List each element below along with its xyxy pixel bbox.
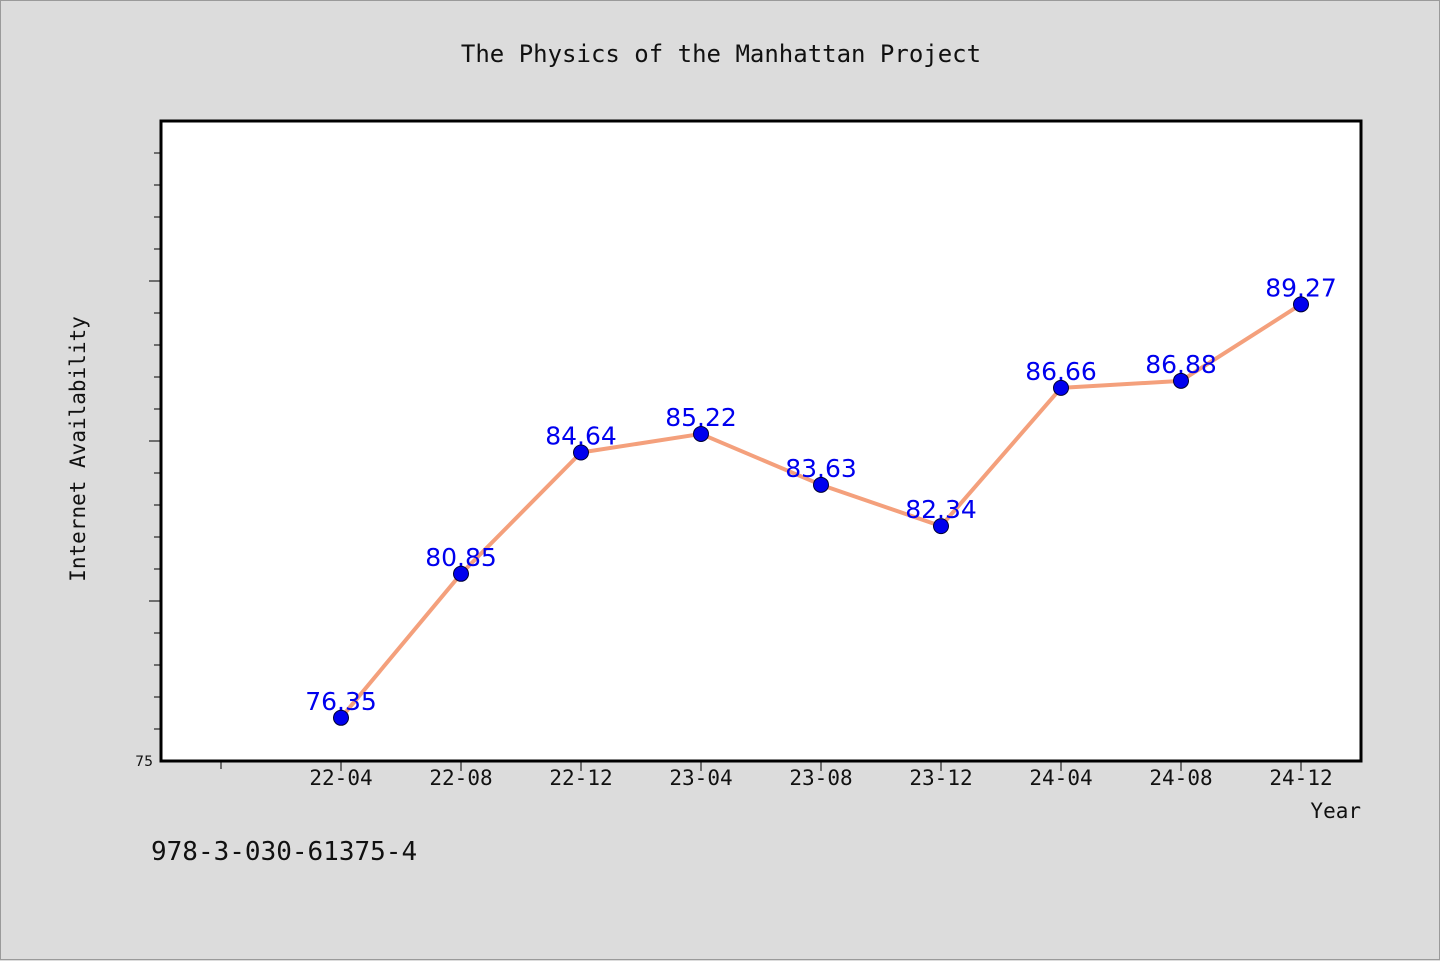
data-point	[453, 565, 469, 582]
data-point	[933, 518, 949, 535]
x-tick-label: 22-12	[549, 766, 612, 790]
data-point	[693, 425, 709, 442]
x-tick-label: 22-08	[429, 766, 492, 790]
isbn-text: 978-3-030-61375-4	[151, 837, 418, 867]
x-axis-label: Year	[1310, 799, 1361, 823]
x-tick-label: 23-12	[909, 766, 972, 790]
y-tick-label: 75	[135, 754, 153, 770]
x-tick-label: 23-08	[789, 766, 852, 790]
x-tick-label: 24-08	[1149, 766, 1212, 790]
data-point	[1173, 372, 1189, 389]
data-point	[813, 476, 829, 493]
x-tick-label: 24-12	[1269, 766, 1332, 790]
chart-title: The Physics of the Manhattan Project	[461, 40, 981, 68]
data-point	[1293, 296, 1309, 313]
y-axis-ticks: 75	[135, 152, 161, 770]
plot-area	[159, 119, 1363, 763]
x-tick-label: 24-04	[1029, 766, 1092, 790]
data-point	[333, 709, 349, 726]
data-point	[1053, 379, 1069, 396]
x-tick-label: 22-04	[309, 766, 372, 790]
data-point	[573, 444, 589, 461]
y-axis-label: Internet Availability	[66, 316, 90, 582]
x-tick-label: 23-04	[669, 766, 732, 790]
x-axis-ticks: 22-04 22-08 22-12 23-04 23-08 23-12 24-04 24-08…	[220, 761, 1333, 790]
